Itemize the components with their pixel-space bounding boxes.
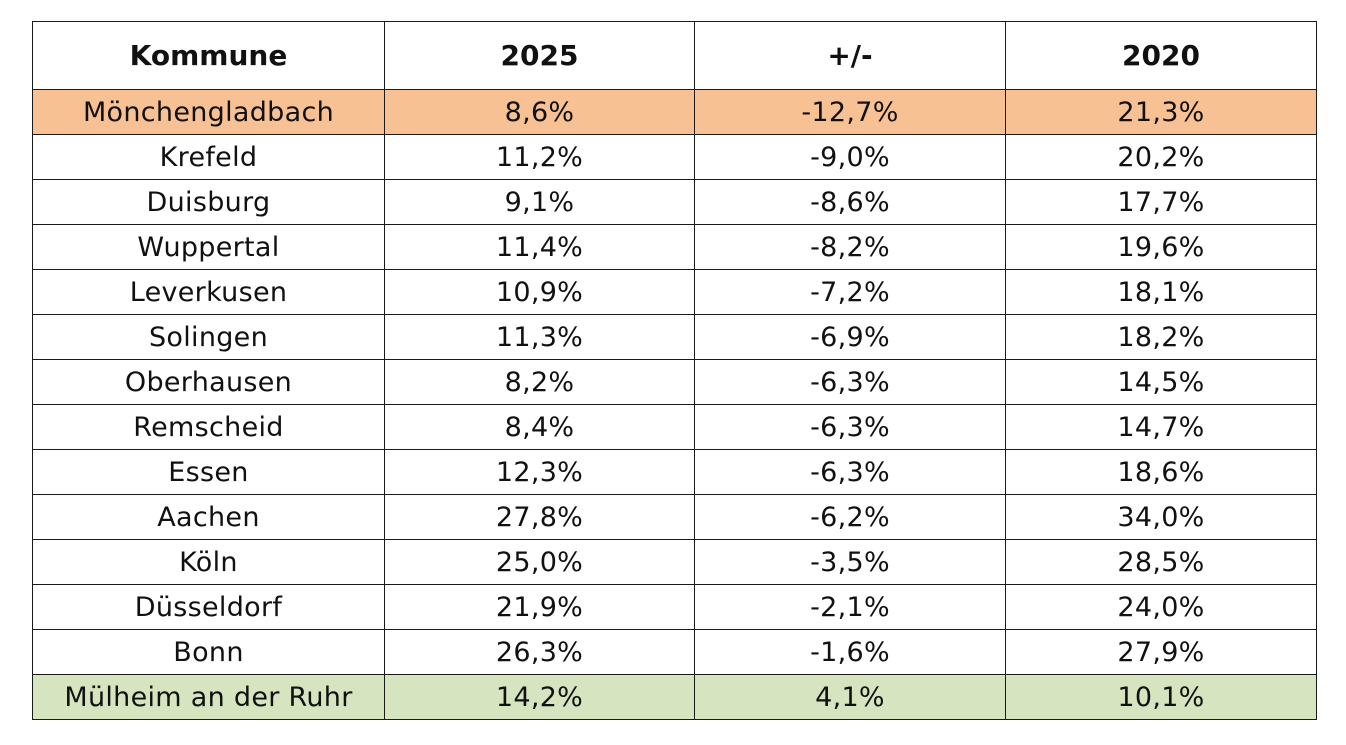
table-row: Remscheid 8,4% -6,3% 14,7% bbox=[32, 404, 1317, 450]
header-2025: 2025 bbox=[384, 21, 695, 90]
table-row: Wuppertal 11,4% -8,2% 19,6% bbox=[32, 224, 1317, 270]
cell-2020: 18,2% bbox=[1005, 314, 1317, 360]
cell-kommune: Bonn bbox=[32, 629, 385, 675]
cell-diff: -12,7% bbox=[694, 89, 1006, 135]
table-header: Kommune 2025 +/- 2020 bbox=[32, 21, 1317, 90]
cell-2020: 14,7% bbox=[1005, 404, 1317, 450]
table-row: Leverkusen 10,9% -7,2% 18,1% bbox=[32, 269, 1317, 315]
cell-diff: -6,3% bbox=[694, 359, 1006, 405]
cell-2020: 14,5% bbox=[1005, 359, 1317, 405]
cell-diff: 4,1% bbox=[694, 674, 1006, 720]
cell-2020: 21,3% bbox=[1005, 89, 1317, 135]
table-row: Essen 12,3% -6,3% 18,6% bbox=[32, 449, 1317, 495]
table-row: Solingen 11,3% -6,9% 18,2% bbox=[32, 314, 1317, 360]
cell-diff: -6,3% bbox=[694, 449, 1006, 495]
cell-2025: 26,3% bbox=[384, 629, 695, 675]
cell-kommune: Oberhausen bbox=[32, 359, 385, 405]
cell-diff: -8,6% bbox=[694, 179, 1006, 225]
cell-2025: 10,9% bbox=[384, 269, 695, 315]
cell-diff: -9,0% bbox=[694, 134, 1006, 180]
cell-diff: -6,9% bbox=[694, 314, 1006, 360]
table-row: Bonn 26,3% -1,6% 27,9% bbox=[32, 629, 1317, 675]
cell-kommune: Krefeld bbox=[32, 134, 385, 180]
results-table-container: Kommune 2025 +/- 2020 Mönchengladbach 8,6… bbox=[32, 21, 1317, 720]
cell-diff: -8,2% bbox=[694, 224, 1006, 270]
cell-2025: 8,4% bbox=[384, 404, 695, 450]
cell-diff: -3,5% bbox=[694, 539, 1006, 585]
results-table: Kommune 2025 +/- 2020 Mönchengladbach 8,6… bbox=[32, 21, 1317, 720]
cell-2020: 17,7% bbox=[1005, 179, 1317, 225]
table-row: Duisburg 9,1% -8,6% 17,7% bbox=[32, 179, 1317, 225]
table-row: Aachen 27,8% -6,2% 34,0% bbox=[32, 494, 1317, 540]
cell-diff: -2,1% bbox=[694, 584, 1006, 630]
cell-2025: 8,6% bbox=[384, 89, 695, 135]
cell-2020: 10,1% bbox=[1005, 674, 1317, 720]
cell-kommune: Aachen bbox=[32, 494, 385, 540]
table-row: Düsseldorf 21,9% -2,1% 24,0% bbox=[32, 584, 1317, 630]
table-row: Krefeld 11,2% -9,0% 20,2% bbox=[32, 134, 1317, 180]
cell-2020: 28,5% bbox=[1005, 539, 1317, 585]
cell-2020: 24,0% bbox=[1005, 584, 1317, 630]
cell-kommune: Duisburg bbox=[32, 179, 385, 225]
cell-2025: 27,8% bbox=[384, 494, 695, 540]
header-row: Kommune 2025 +/- 2020 bbox=[32, 21, 1317, 90]
cell-2025: 12,3% bbox=[384, 449, 695, 495]
cell-2025: 11,4% bbox=[384, 224, 695, 270]
cell-kommune: Essen bbox=[32, 449, 385, 495]
cell-diff: -6,2% bbox=[694, 494, 1006, 540]
cell-kommune: Köln bbox=[32, 539, 385, 585]
table-row: Oberhausen 8,2% -6,3% 14,5% bbox=[32, 359, 1317, 405]
cell-2025: 25,0% bbox=[384, 539, 695, 585]
cell-kommune: Mülheim an der Ruhr bbox=[32, 674, 385, 720]
cell-kommune: Mönchengladbach bbox=[32, 89, 385, 135]
table-row: Köln 25,0% -3,5% 28,5% bbox=[32, 539, 1317, 585]
cell-kommune: Düsseldorf bbox=[32, 584, 385, 630]
cell-2025: 14,2% bbox=[384, 674, 695, 720]
cell-2020: 34,0% bbox=[1005, 494, 1317, 540]
cell-2025: 21,9% bbox=[384, 584, 695, 630]
cell-kommune: Solingen bbox=[32, 314, 385, 360]
cell-2020: 27,9% bbox=[1005, 629, 1317, 675]
cell-2020: 19,6% bbox=[1005, 224, 1317, 270]
cell-kommune: Wuppertal bbox=[32, 224, 385, 270]
cell-2020: 20,2% bbox=[1005, 134, 1317, 180]
header-kommune: Kommune bbox=[32, 21, 385, 90]
cell-2020: 18,6% bbox=[1005, 449, 1317, 495]
cell-2025: 11,3% bbox=[384, 314, 695, 360]
cell-diff: -6,3% bbox=[694, 404, 1006, 450]
table-body: Mönchengladbach 8,6% -12,7% 21,3% Krefeld 11,… bbox=[32, 89, 1317, 720]
cell-diff: -1,6% bbox=[694, 629, 1006, 675]
header-2020: 2020 bbox=[1005, 21, 1317, 90]
cell-kommune: Remscheid bbox=[32, 404, 385, 450]
cell-2025: 11,2% bbox=[384, 134, 695, 180]
table-row: Mönchengladbach 8,6% -12,7% 21,3% bbox=[32, 89, 1317, 135]
cell-2025: 9,1% bbox=[384, 179, 695, 225]
header-diff: +/- bbox=[694, 21, 1006, 90]
cell-diff: -7,2% bbox=[694, 269, 1006, 315]
cell-kommune: Leverkusen bbox=[32, 269, 385, 315]
table-row: Mülheim an der Ruhr 14,2% 4,1% 10,1% bbox=[32, 674, 1317, 720]
cell-2025: 8,2% bbox=[384, 359, 695, 405]
cell-2020: 18,1% bbox=[1005, 269, 1317, 315]
